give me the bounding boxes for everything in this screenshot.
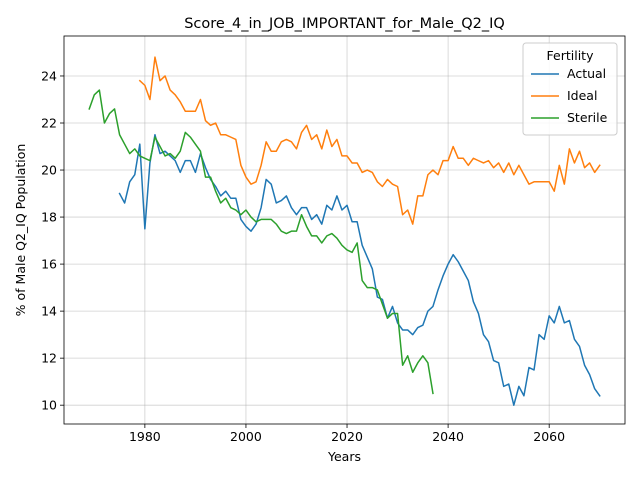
plot-frame [63,35,626,425]
legend-title: Fertility [547,48,595,63]
x-tick-label: 2000 [230,429,262,444]
axis-ticks: 1980 2000 2020 2040 2060 10 12 14 16 18 20 22 24 [41,68,565,444]
y-tick-label: 12 [41,351,57,366]
y-tick-label: 16 [41,257,57,272]
series-line-ideal [138,56,601,225]
legend-label-ideal: Ideal [567,88,597,103]
legend-label-sterile: Sterile [567,110,608,125]
chart-title: Score_4_in_JOB_IMPORTANT_for_Male_Q2_IQ [184,16,505,32]
y-tick-label: 22 [41,116,57,131]
legend-box [522,42,618,136]
y-tick-label: 24 [41,68,57,83]
series-line-sterile [88,89,434,395]
legend-label-actual: Actual [567,66,606,81]
legend: Fertility Actual Ideal Sterile [522,42,618,136]
x-tick-label: 2040 [432,429,464,444]
y-tick-label: 10 [41,398,57,413]
series-line-actual [118,134,601,406]
y-tick-label: 14 [41,304,57,319]
x-tick-label: 2020 [331,429,363,444]
y-axis-title: % of Male Q2_IQ Population [13,144,28,317]
y-tick-label: 18 [41,210,57,225]
y-tick-label: 20 [41,163,57,178]
x-tick-label: 2060 [533,429,565,444]
x-axis-title: Years [327,449,361,464]
series-lines [88,56,601,406]
x-tick-label: 1980 [129,429,161,444]
